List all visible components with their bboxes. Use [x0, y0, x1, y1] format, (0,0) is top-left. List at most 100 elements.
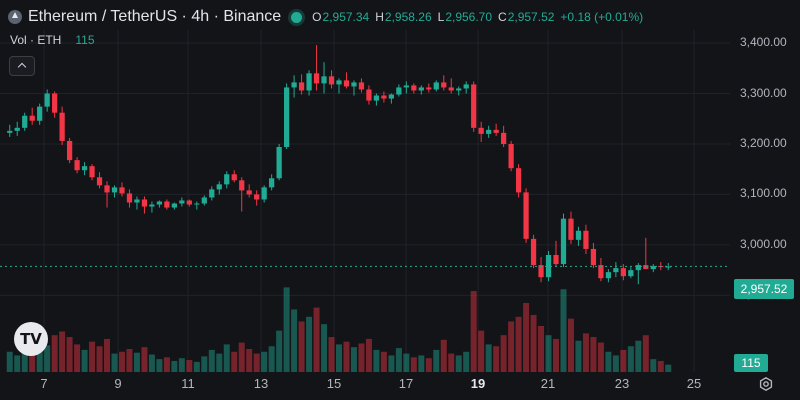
price-axis-label: 3,100.00 — [740, 186, 787, 201]
candle-body — [74, 160, 80, 171]
volume-bar — [463, 351, 470, 372]
volume-bar — [455, 355, 462, 372]
candle-body — [89, 166, 95, 178]
volume-bar — [575, 340, 582, 372]
candle-body — [530, 238, 537, 266]
candle-body — [276, 147, 282, 179]
candle-body — [381, 95, 387, 99]
time-axis-label: 25 — [686, 376, 702, 391]
volume-bar — [500, 335, 507, 372]
price-axis-label: 3,300.00 — [740, 85, 787, 100]
volume-bar — [440, 339, 447, 372]
candle-body — [650, 266, 656, 270]
volume-bar — [448, 353, 455, 372]
volume-bars — [6, 287, 672, 372]
candles — [7, 45, 671, 285]
candle-body — [224, 174, 230, 185]
candle-body — [590, 248, 597, 266]
volume-bar — [306, 316, 313, 372]
volume-bar — [403, 353, 410, 372]
candle-body — [149, 204, 155, 207]
candle-body — [515, 168, 522, 193]
time-axis-label: 19 — [470, 376, 486, 391]
candle-body — [321, 76, 327, 84]
volume-label[interactable]: Vol · ETH — [10, 33, 62, 47]
volume-bar — [104, 338, 111, 372]
candle-body — [328, 76, 335, 85]
candle-body — [306, 73, 312, 91]
candle-body — [59, 112, 65, 141]
candle-body — [628, 270, 634, 277]
candle-body — [179, 200, 185, 204]
symbol-title[interactable]: Ethereum / TetherUS · 4h · Binance — [28, 8, 282, 25]
volume-bar — [635, 340, 642, 372]
volume-bar — [6, 351, 13, 372]
time-axis-label: 17 — [398, 376, 414, 391]
time-axis-label: 23 — [614, 376, 630, 391]
volume-bar — [395, 348, 402, 372]
volume-bar — [298, 321, 305, 372]
candle-body — [7, 130, 13, 133]
candle-body — [246, 190, 252, 195]
candle-body — [448, 87, 454, 91]
volume-bar — [133, 352, 140, 372]
candle-body — [111, 187, 118, 193]
volume-bar — [253, 353, 260, 372]
time-axis-label: 21 — [540, 376, 556, 391]
candle-body — [463, 84, 469, 89]
candle-body — [81, 166, 88, 171]
collapse-legend-button[interactable] — [9, 56, 35, 76]
volume-bar — [111, 353, 118, 372]
candle-body — [553, 254, 559, 265]
volume-bar — [597, 342, 604, 372]
candle-body — [583, 230, 589, 249]
candle-body — [388, 94, 395, 99]
volume-bar — [433, 349, 440, 372]
volume-bar — [178, 358, 185, 372]
time-axis-label: 13 — [253, 376, 269, 391]
candle-body — [216, 184, 222, 190]
ethereum-icon — [8, 10, 22, 24]
volume-bar — [223, 344, 230, 372]
candle-body — [14, 127, 20, 131]
volume-bar — [365, 338, 372, 372]
volume-bar — [14, 355, 21, 372]
candle-body — [22, 115, 28, 128]
volume-bar — [216, 353, 223, 372]
grid — [0, 30, 730, 372]
candle-body — [613, 268, 619, 273]
candle-body — [501, 132, 507, 144]
candle-body — [96, 177, 103, 186]
candle-body — [29, 115, 35, 121]
candle-body — [186, 200, 192, 205]
candle-body — [478, 127, 484, 134]
volume-bar — [283, 287, 290, 372]
candle-body — [560, 218, 567, 265]
volume-bar — [148, 354, 155, 372]
volume-bar — [141, 347, 148, 372]
candle-body — [545, 254, 552, 278]
volume-bar — [553, 338, 560, 372]
candle-body — [37, 106, 43, 121]
tradingview-logo[interactable]: TV — [14, 322, 48, 356]
volume-value: 115 — [75, 33, 95, 47]
candle-body — [486, 129, 492, 134]
volume-bar — [560, 289, 567, 372]
volume-bar — [156, 359, 163, 372]
volume-bar — [485, 344, 492, 372]
ohlc-high-value: 2,958.26 — [384, 10, 432, 24]
volume-bar — [238, 342, 245, 372]
volume-bar — [538, 326, 545, 372]
volume-bar — [59, 331, 66, 372]
settings-icon[interactable] — [759, 377, 773, 391]
candle-body — [635, 265, 641, 271]
volume-bar — [126, 349, 133, 372]
volume-bar — [328, 337, 335, 372]
candle-body — [568, 218, 574, 240]
candle-body — [66, 140, 73, 161]
candle-body — [239, 180, 245, 191]
candle-body — [575, 230, 582, 240]
volume-bar — [642, 335, 649, 372]
volume-bar — [515, 316, 522, 372]
